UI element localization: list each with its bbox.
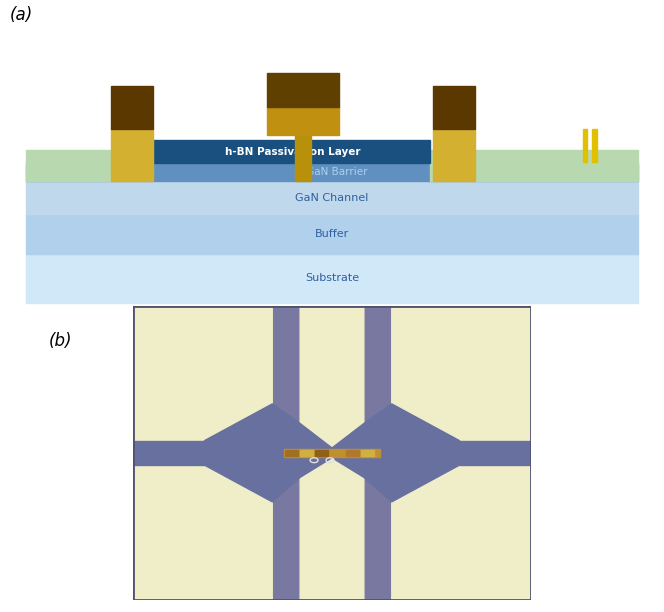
Bar <box>26 214 638 254</box>
Bar <box>284 449 380 457</box>
Bar <box>300 450 313 457</box>
Bar <box>345 450 359 457</box>
Text: h-BN Passivation Layer: h-BN Passivation Layer <box>225 147 361 157</box>
Bar <box>26 254 638 303</box>
Polygon shape <box>205 404 332 502</box>
Bar <box>26 150 150 181</box>
Bar <box>26 163 638 181</box>
Bar <box>267 107 339 135</box>
Bar <box>582 129 587 162</box>
Polygon shape <box>300 458 364 600</box>
Bar <box>433 86 475 129</box>
Text: Buffer: Buffer <box>315 230 349 239</box>
Bar <box>331 450 343 457</box>
Bar <box>111 129 153 181</box>
Polygon shape <box>133 306 272 441</box>
Bar <box>267 73 339 107</box>
Text: (b): (b) <box>48 332 72 349</box>
Bar <box>433 129 475 181</box>
Polygon shape <box>392 306 531 441</box>
Bar <box>133 441 205 465</box>
Polygon shape <box>133 465 272 600</box>
Text: (a): (a) <box>10 6 33 24</box>
Bar <box>459 441 531 465</box>
Bar <box>430 150 638 181</box>
Bar <box>111 86 153 129</box>
Bar <box>150 140 430 163</box>
Polygon shape <box>332 404 459 502</box>
Bar <box>285 450 298 457</box>
Polygon shape <box>300 306 364 448</box>
Bar <box>361 450 374 457</box>
Bar <box>295 135 311 181</box>
Bar <box>26 181 638 214</box>
Text: GaN Channel: GaN Channel <box>295 193 369 203</box>
Polygon shape <box>392 465 531 600</box>
Bar <box>315 450 329 457</box>
Bar <box>592 129 596 162</box>
Text: Substrate: Substrate <box>305 274 359 283</box>
Text: AlGaN Barrier: AlGaN Barrier <box>296 167 368 177</box>
